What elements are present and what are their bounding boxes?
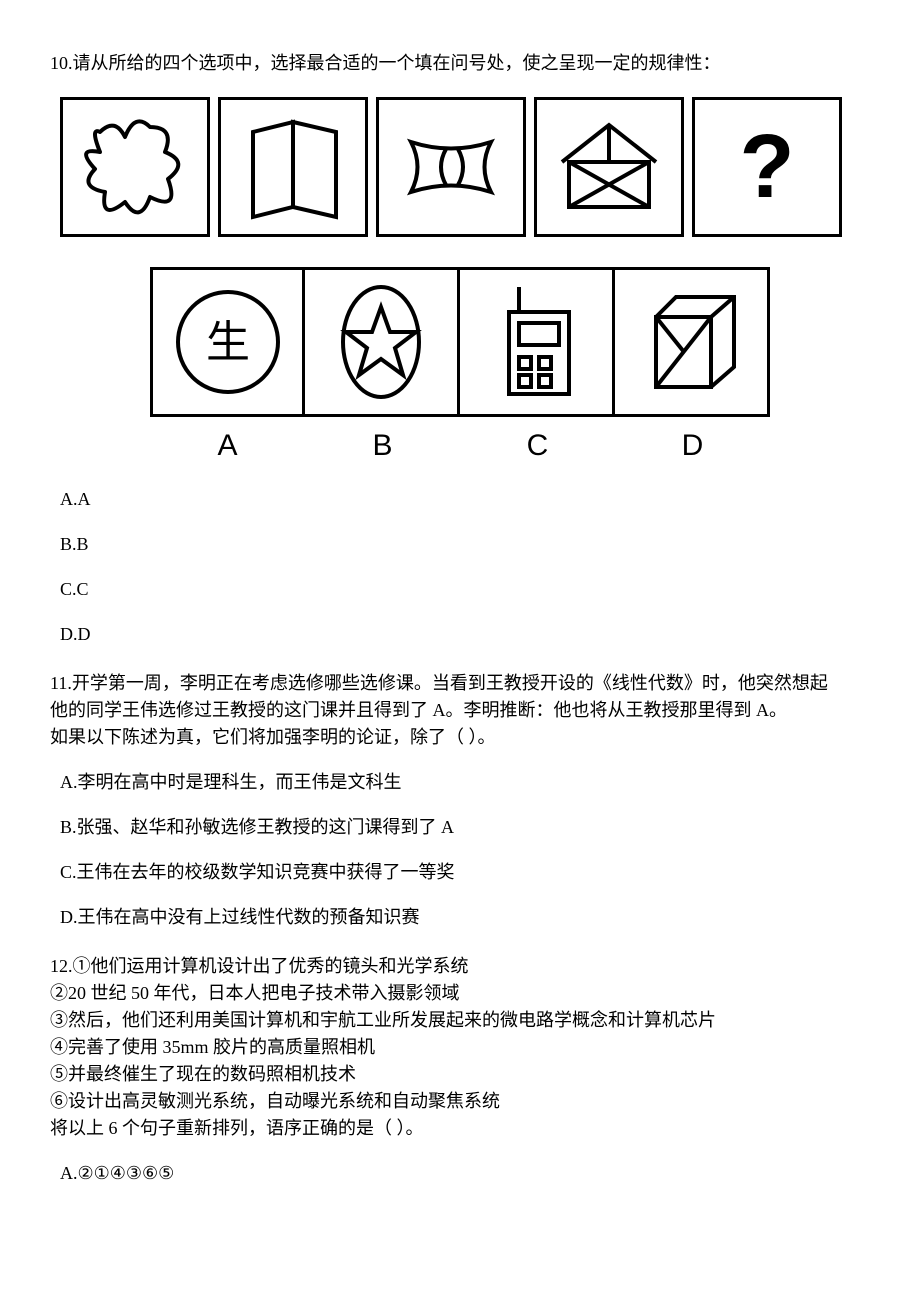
opt-cell-D	[615, 267, 770, 417]
q11-choice-B[interactable]: B.张强、赵华和孙敏选修王教授的这门课得到了 A	[60, 814, 870, 841]
q12-line-6: 将以上 6 个句子重新排列，语序正确的是（ ）。	[50, 1115, 870, 1142]
cube-icon	[626, 277, 756, 407]
q10-choice-B[interactable]: B.B	[60, 531, 870, 558]
opt-label-B: B	[305, 423, 460, 468]
q11-line3: 如果以下陈述为真，它们将加强李明的论证，除了（ ）。	[50, 724, 870, 751]
circle-sheng-icon: 生	[163, 277, 293, 407]
q12-line-0: 12.①他们运用计算机设计出了优秀的镜头和光学系统	[50, 953, 870, 980]
svg-text:生: 生	[206, 318, 250, 367]
opt-label-A: A	[150, 423, 305, 468]
q11-choice-D[interactable]: D.王伟在高中没有上过线性代数的预备知识赛	[60, 904, 870, 931]
q12-line-3: ④完善了使用 35mm 胶片的高质量照相机	[50, 1034, 870, 1061]
seq-cell-2	[218, 97, 368, 237]
seq-cell-3	[376, 97, 526, 237]
q10-choice-C[interactable]: C.C	[60, 576, 870, 603]
q11-choice-C[interactable]: C.王伟在去年的校级数学知识竞赛中获得了一等奖	[60, 859, 870, 886]
q10-choice-A[interactable]: A.A	[60, 486, 870, 513]
q12-block: 12.①他们运用计算机设计出了优秀的镜头和光学系统 ②20 世纪 50 年代，日…	[50, 953, 870, 1142]
q10-choice-D[interactable]: D.D	[60, 621, 870, 648]
q11-block: 11.开学第一周，李明正在考虑选修哪些选修课。当看到王教授开设的《线性代数》时，…	[50, 670, 870, 751]
q12-line-5: ⑥设计出高灵敏测光系统，自动曝光系统和自动聚焦系统	[50, 1088, 870, 1115]
q12-line-2: ③然后，他们还利用美国计算机和宇航工业所发展起来的微电路学概念和计算机芯片	[50, 1007, 870, 1034]
q10-title: 10.请从所给的四个选项中，选择最合适的一个填在问号处，使之呈现一定的规律性：	[50, 50, 870, 77]
seq-cell-5: ?	[692, 97, 842, 237]
q11-line2: 他的同学王伟选修过王教授的这门课并且得到了 A。李明推断：他也将从王教授那里得到…	[50, 697, 870, 724]
seq-cell-4	[534, 97, 684, 237]
opt-cell-A: 生	[150, 267, 305, 417]
seq-cell-1	[60, 97, 210, 237]
bowtie-icon	[386, 117, 516, 217]
q10-option-block: 生	[150, 267, 870, 468]
q10-option-row: 生	[150, 267, 870, 417]
opt-label-C: C	[460, 423, 615, 468]
oval-star-icon	[316, 277, 446, 407]
opt-cell-B	[305, 267, 460, 417]
opt-label-D: D	[615, 423, 770, 468]
house-shape-icon	[544, 107, 674, 227]
radio-icon	[471, 277, 601, 407]
q12-line-4: ⑤并最终催生了现在的数码照相机技术	[50, 1061, 870, 1088]
blob-icon	[70, 107, 200, 227]
opt-cell-C	[460, 267, 615, 417]
q10-option-labels: A B C D	[150, 423, 870, 468]
q12-choice-A[interactable]: A.②①④③⑥⑤	[60, 1160, 870, 1187]
q12-line-1: ②20 世纪 50 年代，日本人把电子技术带入摄影领域	[50, 980, 870, 1007]
q11-choice-A[interactable]: A.李明在高中时是理科生，而王伟是文科生	[60, 769, 870, 796]
q11-line1: 11.开学第一周，李明正在考虑选修哪些选修课。当看到王教授开设的《线性代数》时，…	[50, 670, 870, 697]
question-mark-icon: ?	[740, 122, 795, 212]
q10-sequence-row: ?	[60, 97, 870, 237]
open-book-icon	[228, 107, 358, 227]
